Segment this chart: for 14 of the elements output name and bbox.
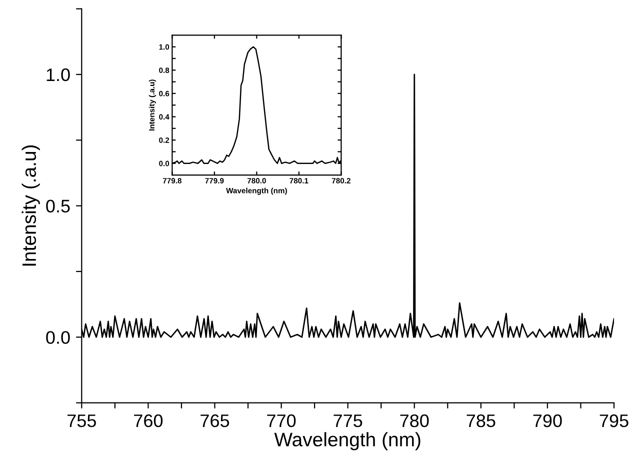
x-tick-label: 790 [533, 414, 562, 428]
x-tick-label: 780 [400, 414, 429, 428]
x-tick-label: 755 [68, 414, 96, 428]
x-axis-title: Wavelength (nm) [274, 432, 420, 450]
x-tick-label: 785 [466, 414, 496, 428]
x-tick-label: 795 [600, 414, 628, 428]
y-tick-label: 0.0 [46, 331, 70, 344]
y-axis-title: Intensity (.a.u) [22, 145, 40, 266]
y-tick-label: 1.0 [46, 68, 70, 82]
x-tick-label: 765 [200, 414, 230, 428]
x-tick-label: 770 [267, 414, 296, 428]
x-tick-label: 760 [134, 414, 163, 428]
y-tick-label: 0.5 [46, 200, 70, 213]
x-tick-label: 775 [334, 414, 362, 428]
